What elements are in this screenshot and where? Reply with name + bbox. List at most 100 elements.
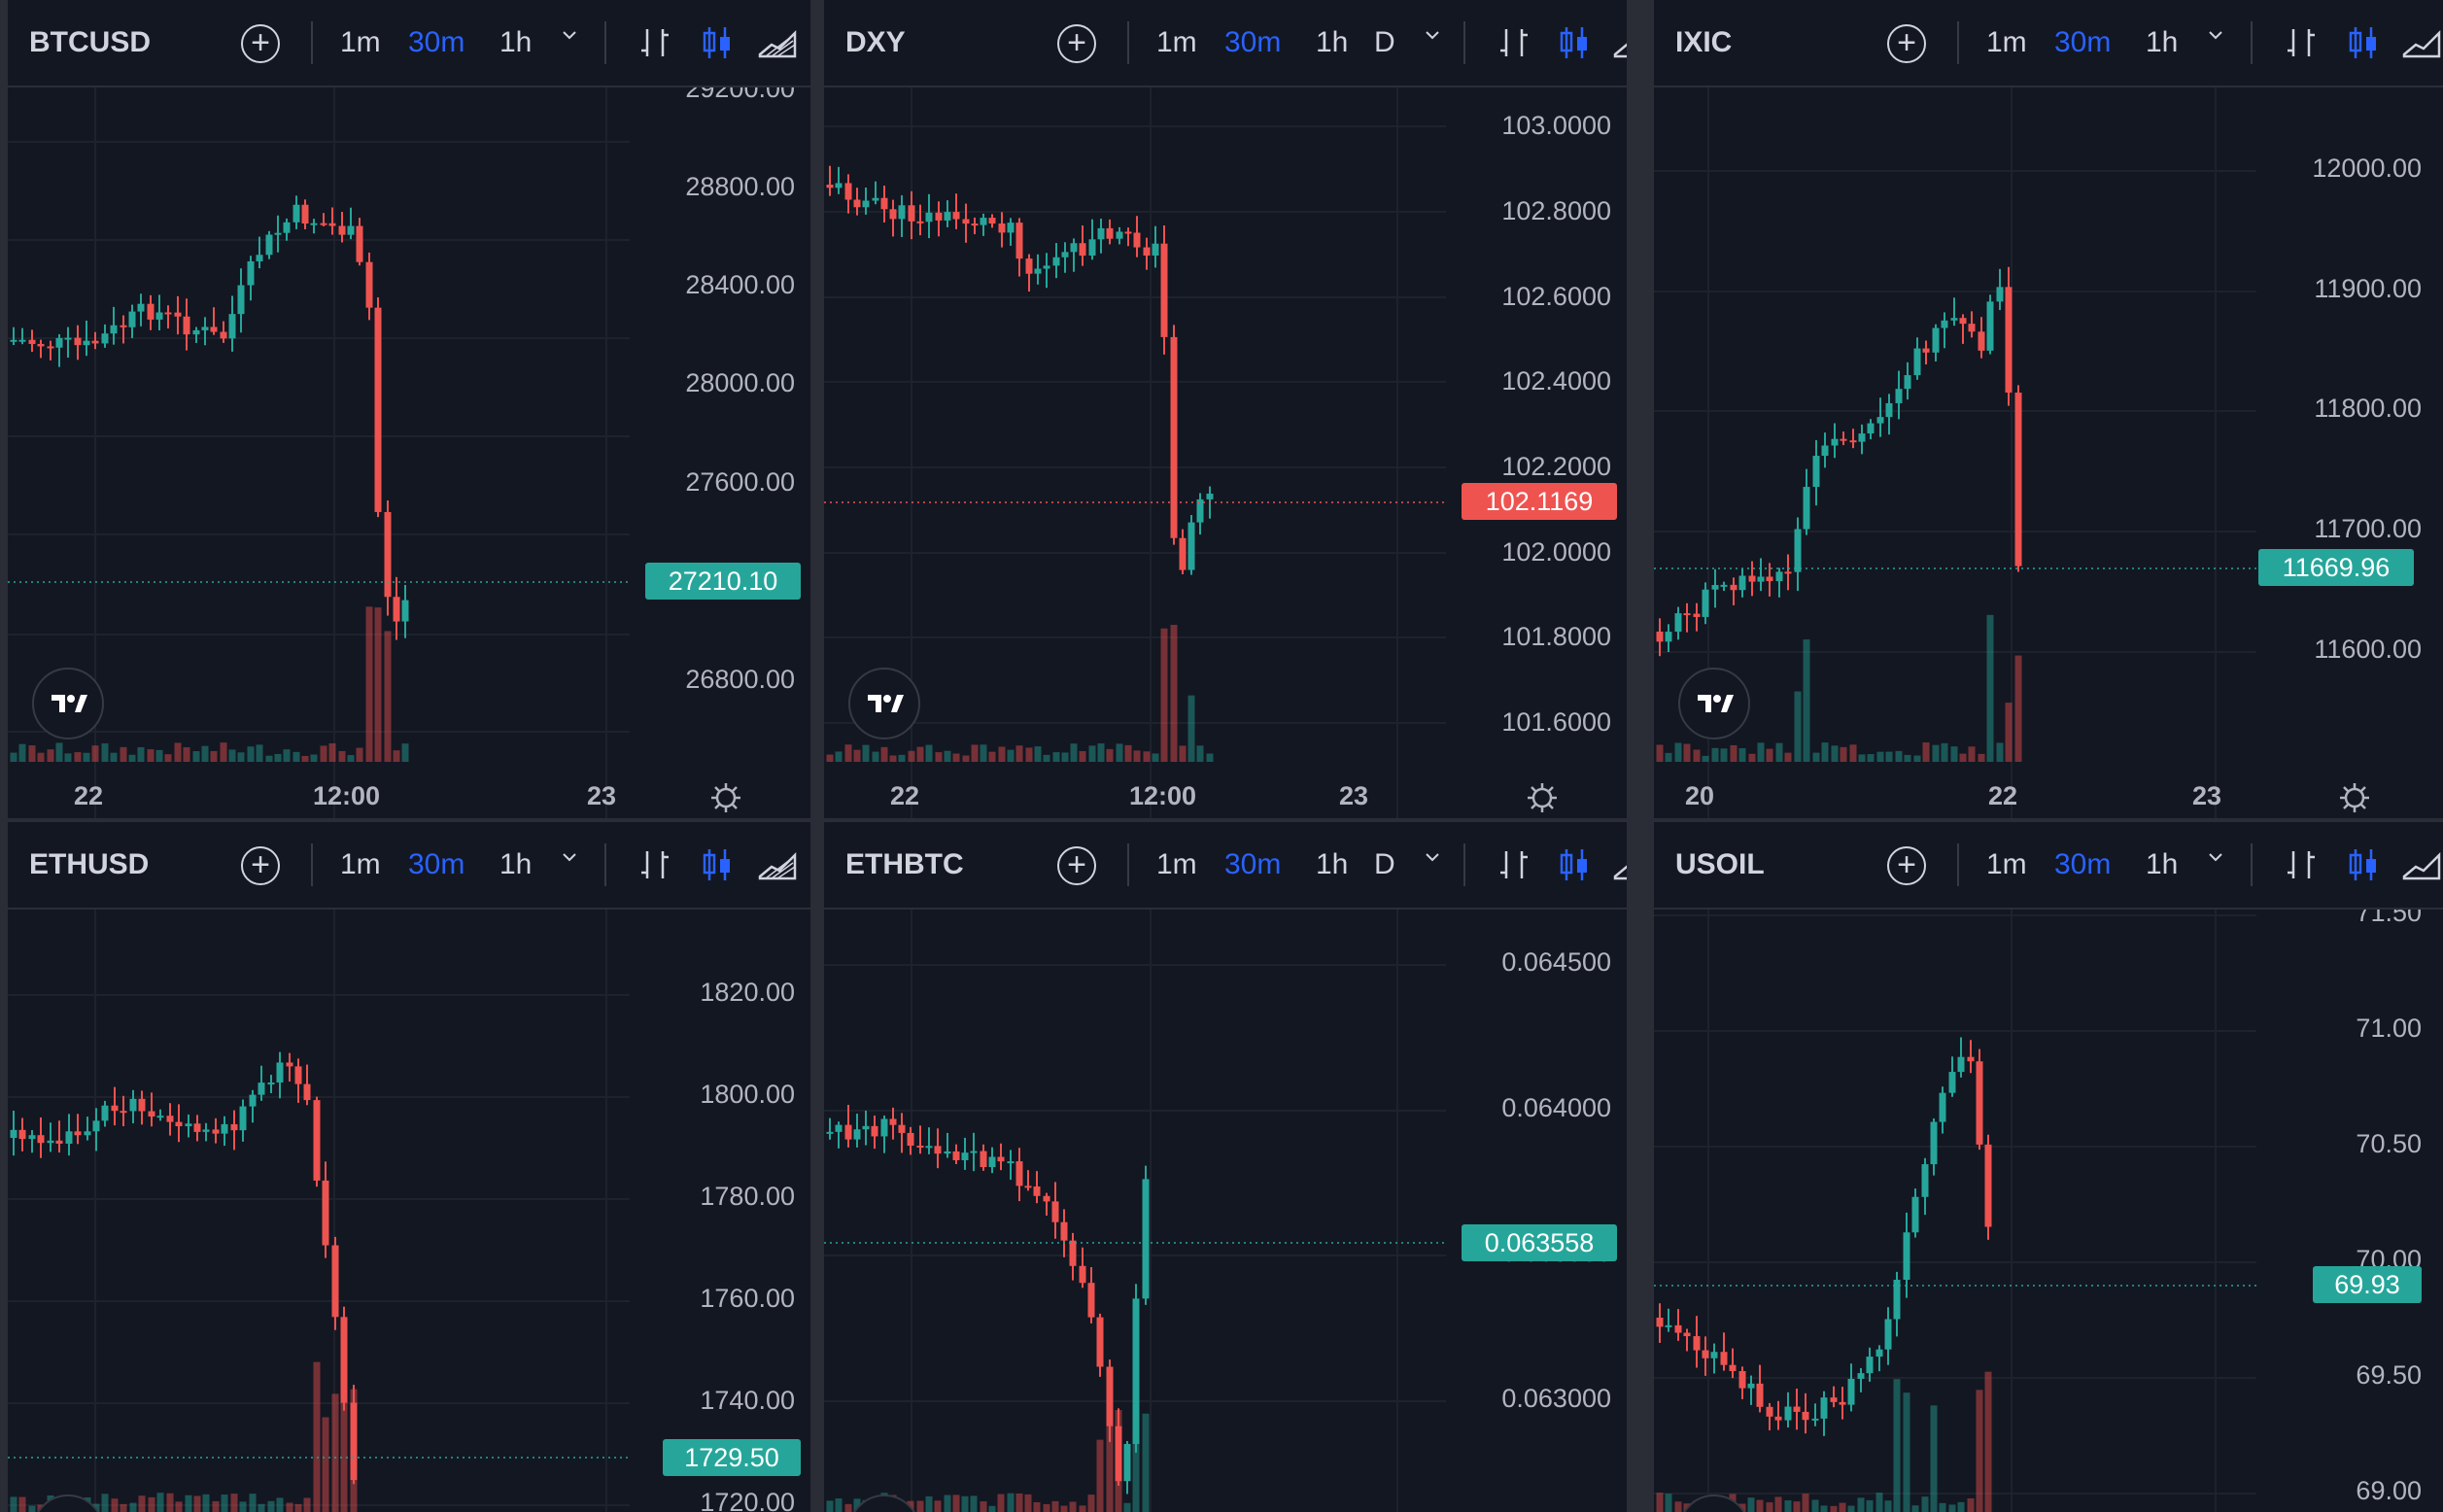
area-chart-icon[interactable] — [1613, 23, 1627, 62]
timeframe-1h[interactable]: 1h — [499, 848, 533, 880]
timeframe-1m[interactable]: 1m — [1986, 26, 2027, 58]
symbol-name[interactable]: ETHUSD — [29, 848, 150, 880]
settings-gear-icon[interactable] — [2338, 781, 2371, 814]
timeframe-30m[interactable]: 30m — [1224, 848, 1282, 880]
candlestick-icon[interactable] — [2344, 845, 2383, 884]
bar-chart-icon[interactable] — [1495, 23, 1533, 62]
bar-chart-icon[interactable] — [636, 845, 674, 884]
area-chart-icon[interactable] — [2402, 23, 2441, 62]
chevron-down-icon[interactable] — [1425, 27, 1440, 43]
chart-panel-usoil[interactable]: USOIL + 1m 30m 1h 71.50 71.00 70.50 70.0… — [1654, 822, 2443, 1512]
tradingview-logo-icon[interactable] — [32, 668, 104, 739]
chart-plot-area[interactable]: 0.064500 0.064000 0.063500 0.063000 0.06… — [824, 910, 1627, 1512]
volume-bar — [1115, 1410, 1122, 1512]
chart-plot-area[interactable]: 103.0000 102.8000 102.6000 102.4000 102.… — [824, 87, 1627, 818]
tradingview-logo-icon[interactable] — [1678, 668, 1750, 739]
chart-panel-ethbtc[interactable]: ETHBTC + 1m 30m 1h D 0.064500 0.064000 0… — [824, 822, 1627, 1512]
candle-body — [174, 312, 182, 317]
price-chart[interactable] — [824, 87, 1627, 818]
add-symbol-icon[interactable]: + — [241, 24, 280, 63]
chart-panel-ethusd[interactable]: ETHUSD + 1m 30m 1h 1820.00 1800.00 1780.… — [8, 822, 810, 1512]
add-symbol-icon[interactable]: + — [241, 846, 280, 885]
chart-panel-ixic[interactable]: IXIC + 1m 30m 1h 12000.00 11900.00 11800… — [1654, 0, 2443, 818]
add-symbol-icon[interactable]: + — [1057, 846, 1096, 885]
timeframe-30m[interactable]: 30m — [1224, 26, 1282, 58]
candlestick-icon[interactable] — [698, 23, 737, 62]
chevron-down-icon[interactable] — [562, 849, 577, 865]
candle-body — [1921, 1164, 1929, 1197]
timeframe-1h[interactable]: 1h — [2146, 26, 2179, 58]
last-price-tag: 27210.10 — [645, 563, 801, 600]
candlestick-icon[interactable] — [1555, 845, 1594, 884]
timeframe-1h[interactable]: 1h — [1316, 848, 1349, 880]
timeframe-1m[interactable]: 1m — [340, 848, 381, 880]
candle-body — [328, 223, 336, 226]
price-chart[interactable] — [8, 87, 810, 818]
price-chart[interactable] — [824, 910, 1627, 1512]
timeframe-30m[interactable]: 30m — [2054, 848, 2112, 880]
candle-body — [1847, 1378, 1855, 1405]
toolbar-divider — [2251, 21, 2253, 64]
chevron-down-icon[interactable] — [1425, 849, 1440, 865]
candlestick-icon[interactable] — [1555, 23, 1594, 62]
timeframe-1m[interactable]: 1m — [1986, 848, 2027, 880]
timeframe-30m[interactable]: 30m — [2054, 26, 2112, 58]
tradingview-logo-icon[interactable] — [848, 668, 920, 739]
chart-plot-area[interactable]: 1820.00 1800.00 1780.00 1760.00 1740.00 … — [8, 910, 810, 1512]
bar-chart-icon[interactable] — [2282, 23, 2321, 62]
candle-body — [1674, 1324, 1682, 1333]
settings-gear-icon[interactable] — [1526, 781, 1559, 814]
candle-body — [935, 212, 943, 221]
timeframe-1h[interactable]: 1h — [2146, 848, 2179, 880]
chevron-down-icon[interactable] — [2208, 849, 2223, 865]
candle-body — [193, 1123, 201, 1132]
candle-body — [301, 204, 309, 224]
timeframe-1h[interactable]: 1h — [499, 26, 533, 58]
chart-panel-dxy[interactable]: DXY + 1m 30m 1h D 103.0000 102.8000 102.… — [824, 0, 1627, 818]
chart-plot-area[interactable]: 12000.00 11900.00 11800.00 11700.00 1160… — [1654, 87, 2443, 818]
timeframe-30m[interactable]: 30m — [408, 26, 465, 58]
chart-panel-btcusd[interactable]: BTCUSD + 1m 30m 1h 29200.00 28800.00 284… — [8, 0, 810, 818]
candle-body — [1939, 1092, 1946, 1122]
chevron-down-icon[interactable] — [2208, 27, 2223, 43]
area-chart-icon[interactable] — [758, 23, 797, 62]
candle-body — [1142, 1179, 1150, 1299]
chart-plot-area[interactable]: 29200.00 28800.00 28400.00 28000.00 2760… — [8, 74, 810, 818]
bar-chart-icon[interactable] — [636, 23, 674, 62]
area-chart-icon[interactable] — [1613, 845, 1627, 884]
timeframe-1m[interactable]: 1m — [1156, 848, 1197, 880]
symbol-name[interactable]: ETHBTC — [845, 848, 964, 880]
volume-bar — [1895, 750, 1903, 762]
add-symbol-icon[interactable]: + — [1057, 24, 1096, 63]
area-chart-icon[interactable] — [2402, 845, 2441, 884]
candle-body — [84, 1131, 91, 1136]
candlestick-icon[interactable] — [2344, 23, 2383, 62]
add-symbol-icon[interactable]: + — [1887, 24, 1926, 63]
chart-plot-area[interactable]: 71.50 71.00 70.50 70.00 69.50 69.00 69.9… — [1654, 898, 2443, 1512]
symbol-name[interactable]: USOIL — [1675, 848, 1765, 880]
price-axis-label: 0.064500 — [1501, 947, 1611, 977]
symbol-name[interactable]: BTCUSD — [29, 26, 151, 58]
area-chart-icon[interactable] — [758, 845, 797, 884]
timeframe-1m[interactable]: 1m — [340, 26, 381, 58]
timeframe-d[interactable]: D — [1374, 26, 1395, 58]
symbol-name[interactable]: IXIC — [1675, 26, 1733, 58]
price-chart[interactable] — [8, 910, 810, 1512]
timeframe-d[interactable]: D — [1374, 848, 1395, 880]
timeframe-1h[interactable]: 1h — [1316, 26, 1349, 58]
bar-chart-icon[interactable] — [1495, 845, 1533, 884]
price-chart[interactable] — [1654, 87, 2443, 818]
add-symbol-icon[interactable]: + — [1887, 846, 1926, 885]
volume-bar — [1950, 746, 1958, 762]
price-axis-label: 101.8000 — [1501, 622, 1611, 651]
candle-body — [47, 1140, 54, 1144]
candlestick-icon[interactable] — [698, 845, 737, 884]
chevron-down-icon[interactable] — [562, 27, 577, 43]
settings-gear-icon[interactable] — [709, 781, 742, 814]
price-chart[interactable] — [1654, 910, 2443, 1512]
timeframe-30m[interactable]: 30m — [408, 848, 465, 880]
bar-chart-icon[interactable] — [2282, 845, 2321, 884]
timeframe-1m[interactable]: 1m — [1156, 26, 1197, 58]
symbol-name[interactable]: DXY — [845, 26, 906, 58]
volume-bar — [1976, 1390, 1983, 1512]
